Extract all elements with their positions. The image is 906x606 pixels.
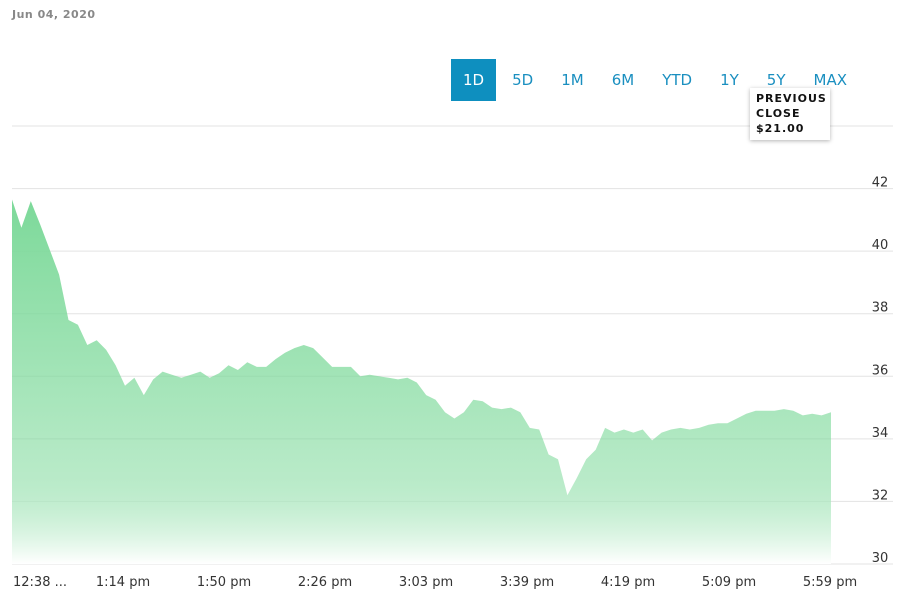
tooltip-value: $21.00 <box>756 122 805 135</box>
x-tick-label: 3:39 pm <box>500 575 554 590</box>
range-button[interactable]: 1M <box>561 71 584 89</box>
range-button[interactable]: 5Y <box>766 71 786 89</box>
x-tick-label: 3:03 pm <box>399 575 453 590</box>
range-selector: 1D 5D 1M 6M YTD 1Y 5Y MAX <box>451 59 863 101</box>
y-tick-label: 30 <box>872 551 889 566</box>
x-tick-label: 2:26 pm <box>298 575 352 590</box>
tooltip: PREVIOUS CLOSE $21.00 <box>750 88 830 140</box>
area <box>12 199 831 564</box>
x-tick-label: 1:50 pm <box>197 575 251 590</box>
x-tick-label: 5:09 pm <box>702 575 756 590</box>
y-tick-label: 42 <box>872 176 889 191</box>
date: Jun 04, 2020 <box>12 8 96 21</box>
tooltip-label: PREVIOUS CLOSE <box>756 92 827 120</box>
range-button[interactable]: 1D <box>451 59 497 101</box>
y-tick-label: 34 <box>872 426 889 441</box>
range-button[interactable]: 5D <box>512 71 534 89</box>
y-tick-label: 40 <box>872 238 889 253</box>
x-tick-label: 4:19 pm <box>601 575 655 590</box>
y-tick-label: 36 <box>872 363 889 378</box>
range-button[interactable]: 1Y <box>720 71 739 89</box>
range-button[interactable]: YTD <box>662 71 693 89</box>
y-tick-label: 32 <box>872 488 889 503</box>
x-tick-label: 1:14 pm <box>96 575 150 590</box>
y-tick-label: 38 <box>872 301 889 316</box>
range-button[interactable]: 6M <box>611 71 635 89</box>
range-button[interactable]: MAX <box>813 71 847 89</box>
x-tick-label: 5:59 pm <box>803 575 857 590</box>
x-tick-label: 12:38 ... <box>13 575 67 590</box>
